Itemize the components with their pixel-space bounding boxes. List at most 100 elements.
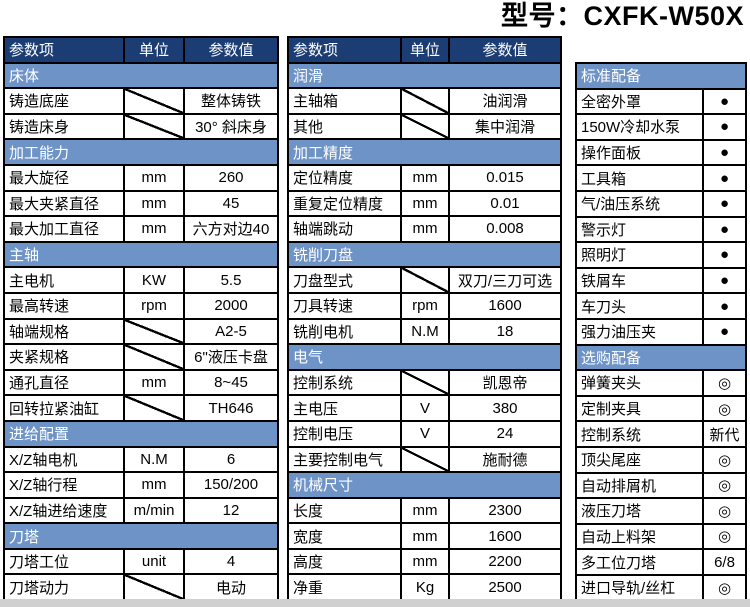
param-name-cell: X/Z轴电机 bbox=[5, 447, 123, 472]
param-unit-cell: rpm bbox=[402, 293, 448, 318]
equipment-name-cell: 液压刀塔 bbox=[577, 499, 702, 523]
param-row: 轴端规格 A2-5 bbox=[5, 319, 277, 344]
parameters-table-left: 参数项 单位 参数值 床体 铸造底座 整体铸铁 铸造床身 30° 斜床身 加工能力 最大旋径 mm 2… bbox=[3, 36, 279, 602]
param-row: 铸造底座 整体铸铁 bbox=[5, 89, 277, 113]
param-value-cell: 8~45 bbox=[185, 370, 277, 395]
param-name-cell: 最大加工直径 bbox=[5, 217, 123, 241]
equipment-row: 进口导轨/丝杠 ◎ bbox=[577, 575, 745, 600]
section-label: 主轴 bbox=[5, 242, 277, 267]
param-value-cell: 380 bbox=[450, 396, 560, 420]
equipment-name-cell: 铁屑车 bbox=[577, 268, 702, 293]
param-unit-cell: Kg bbox=[402, 575, 448, 600]
equipment-row: 控制系统 新代 bbox=[577, 422, 745, 446]
param-name-cell: 刀塔工位 bbox=[5, 549, 123, 574]
param-value-cell: 4 bbox=[185, 549, 277, 574]
param-unit-cell: mm bbox=[402, 165, 448, 190]
param-unit-cell: mm bbox=[402, 191, 448, 216]
equipment-row: 操作面板 ● bbox=[577, 140, 745, 165]
table-header-row: 参数项 单位 参数值 bbox=[289, 38, 560, 62]
equipment-row: 自动排屑机 ◎ bbox=[577, 473, 745, 498]
param-name-cell: 主电机 bbox=[5, 268, 123, 292]
equipment-row: 弹簧夹头 ◎ bbox=[577, 371, 745, 395]
equipment-name-cell: 顶尖尾座 bbox=[577, 447, 702, 472]
section-row: 选购配备 bbox=[577, 345, 745, 370]
param-value-cell: 6"液压卡盘 bbox=[185, 345, 277, 369]
standard-mark-icon: ● bbox=[704, 268, 745, 293]
not-applicable-slash-icon bbox=[402, 447, 448, 472]
section-row: 铣削刀盘 bbox=[289, 242, 560, 267]
equipment-table: 标准配备 全密外罩 ● 150W冷却水泵 ● 操作面板 ● 工具箱 ● 气/油压系统 ● 警示灯 ● 照明… bbox=[575, 62, 747, 602]
param-value-cell: 集中润滑 bbox=[450, 114, 560, 139]
equipment-row: 液压刀塔 ◎ bbox=[577, 499, 745, 523]
param-value-cell: 整体铸铁 bbox=[185, 89, 277, 113]
not-applicable-slash-icon bbox=[402, 268, 448, 292]
param-name-cell: 最大夹紧直径 bbox=[5, 191, 123, 216]
param-row: 最大加工直径 mm 六方对边40 bbox=[5, 217, 277, 241]
equipment-row: 警示灯 ● bbox=[577, 217, 745, 242]
equipment-name-cell: 警示灯 bbox=[577, 217, 702, 242]
section-row: 加工精度 bbox=[289, 140, 560, 164]
optional-mark-icon: ◎ bbox=[704, 371, 745, 395]
param-value-cell: 凯恩帝 bbox=[450, 370, 560, 395]
table-header-cell: 单位 bbox=[402, 38, 448, 62]
param-value-cell: 0.008 bbox=[450, 217, 560, 241]
equipment-row: 照明灯 ● bbox=[577, 243, 745, 267]
param-unit-cell: V bbox=[402, 421, 448, 446]
section-label: 电气 bbox=[289, 345, 560, 369]
standard-mark-icon: ● bbox=[704, 319, 745, 344]
equipment-name-cell: 进口导轨/丝杠 bbox=[577, 575, 702, 600]
param-name-cell: 定位精度 bbox=[289, 165, 400, 190]
param-value-cell: 1600 bbox=[450, 293, 560, 318]
not-applicable-slash-icon bbox=[125, 575, 183, 600]
param-row: 夹紧规格 6"液压卡盘 bbox=[5, 345, 277, 369]
equipment-name-cell: 照明灯 bbox=[577, 243, 702, 267]
equipment-row: 顶尖尾座 ◎ bbox=[577, 447, 745, 472]
param-unit-cell: mm bbox=[125, 370, 183, 395]
param-value-cell: 电动 bbox=[185, 575, 277, 600]
param-name-cell: X/Z轴进给速度 bbox=[5, 498, 123, 523]
param-value-cell: 0.01 bbox=[450, 191, 560, 216]
table-header-cell: 参数值 bbox=[450, 38, 560, 62]
param-unit-cell: N.M bbox=[125, 447, 183, 472]
section-row: 加工能力 bbox=[5, 140, 277, 164]
equipment-row: 多工位刀塔 6/8 bbox=[577, 550, 745, 574]
param-value-cell: 260 bbox=[185, 165, 277, 190]
section-label: 润滑 bbox=[289, 63, 560, 88]
standard-mark-icon: ● bbox=[704, 140, 745, 165]
equipment-row: 150W冷却水泵 ● bbox=[577, 115, 745, 139]
param-value-cell: 2200 bbox=[450, 549, 560, 574]
param-name-cell: X/Z轴行程 bbox=[5, 473, 123, 497]
section-label: 标准配备 bbox=[577, 64, 745, 88]
param-row: 长度 mm 2300 bbox=[289, 498, 560, 523]
param-value-cell: 2500 bbox=[450, 575, 560, 600]
section-label: 选购配备 bbox=[577, 345, 745, 370]
param-value-cell: 2300 bbox=[450, 498, 560, 523]
section-row: 进给配置 bbox=[5, 421, 277, 446]
param-name-cell: 轴端规格 bbox=[5, 319, 123, 344]
optional-mark-icon: ◎ bbox=[704, 473, 745, 498]
param-row: 主要控制电气 施耐德 bbox=[289, 447, 560, 472]
param-value-cell: 6 bbox=[185, 447, 277, 472]
param-value-cell: 施耐德 bbox=[450, 447, 560, 472]
param-name-cell: 铸造底座 bbox=[5, 89, 123, 113]
equipment-row: 定制夹具 ◎ bbox=[577, 396, 745, 421]
param-row: X/Z轴进给速度 m/min 12 bbox=[5, 498, 277, 523]
param-name-cell: 高度 bbox=[289, 549, 400, 574]
table-header-cell: 参数项 bbox=[5, 38, 123, 62]
param-name-cell: 刀塔动力 bbox=[5, 575, 123, 600]
table-header-cell: 参数项 bbox=[289, 38, 400, 62]
param-row: 定位精度 mm 0.015 bbox=[289, 165, 560, 190]
param-row: 主电机 KW 5.5 bbox=[5, 268, 277, 292]
section-label: 加工能力 bbox=[5, 140, 277, 164]
equipment-name-cell: 强力油压夹 bbox=[577, 319, 702, 344]
param-name-cell: 最大旋径 bbox=[5, 165, 123, 190]
param-unit-cell: mm bbox=[125, 165, 183, 190]
param-value-cell: 18 bbox=[450, 319, 560, 344]
param-row: 刀塔工位 unit 4 bbox=[5, 549, 277, 574]
equipment-name-cell: 气/油压系统 bbox=[577, 191, 702, 216]
param-row: 最大旋径 mm 260 bbox=[5, 165, 277, 190]
not-applicable-slash-icon bbox=[402, 89, 448, 113]
param-row: 控制电压 V 24 bbox=[289, 421, 560, 446]
model-title: 型号：CXFK-W50X bbox=[500, 1, 744, 31]
equipment-row: 自动上料架 ◎ bbox=[577, 524, 745, 549]
